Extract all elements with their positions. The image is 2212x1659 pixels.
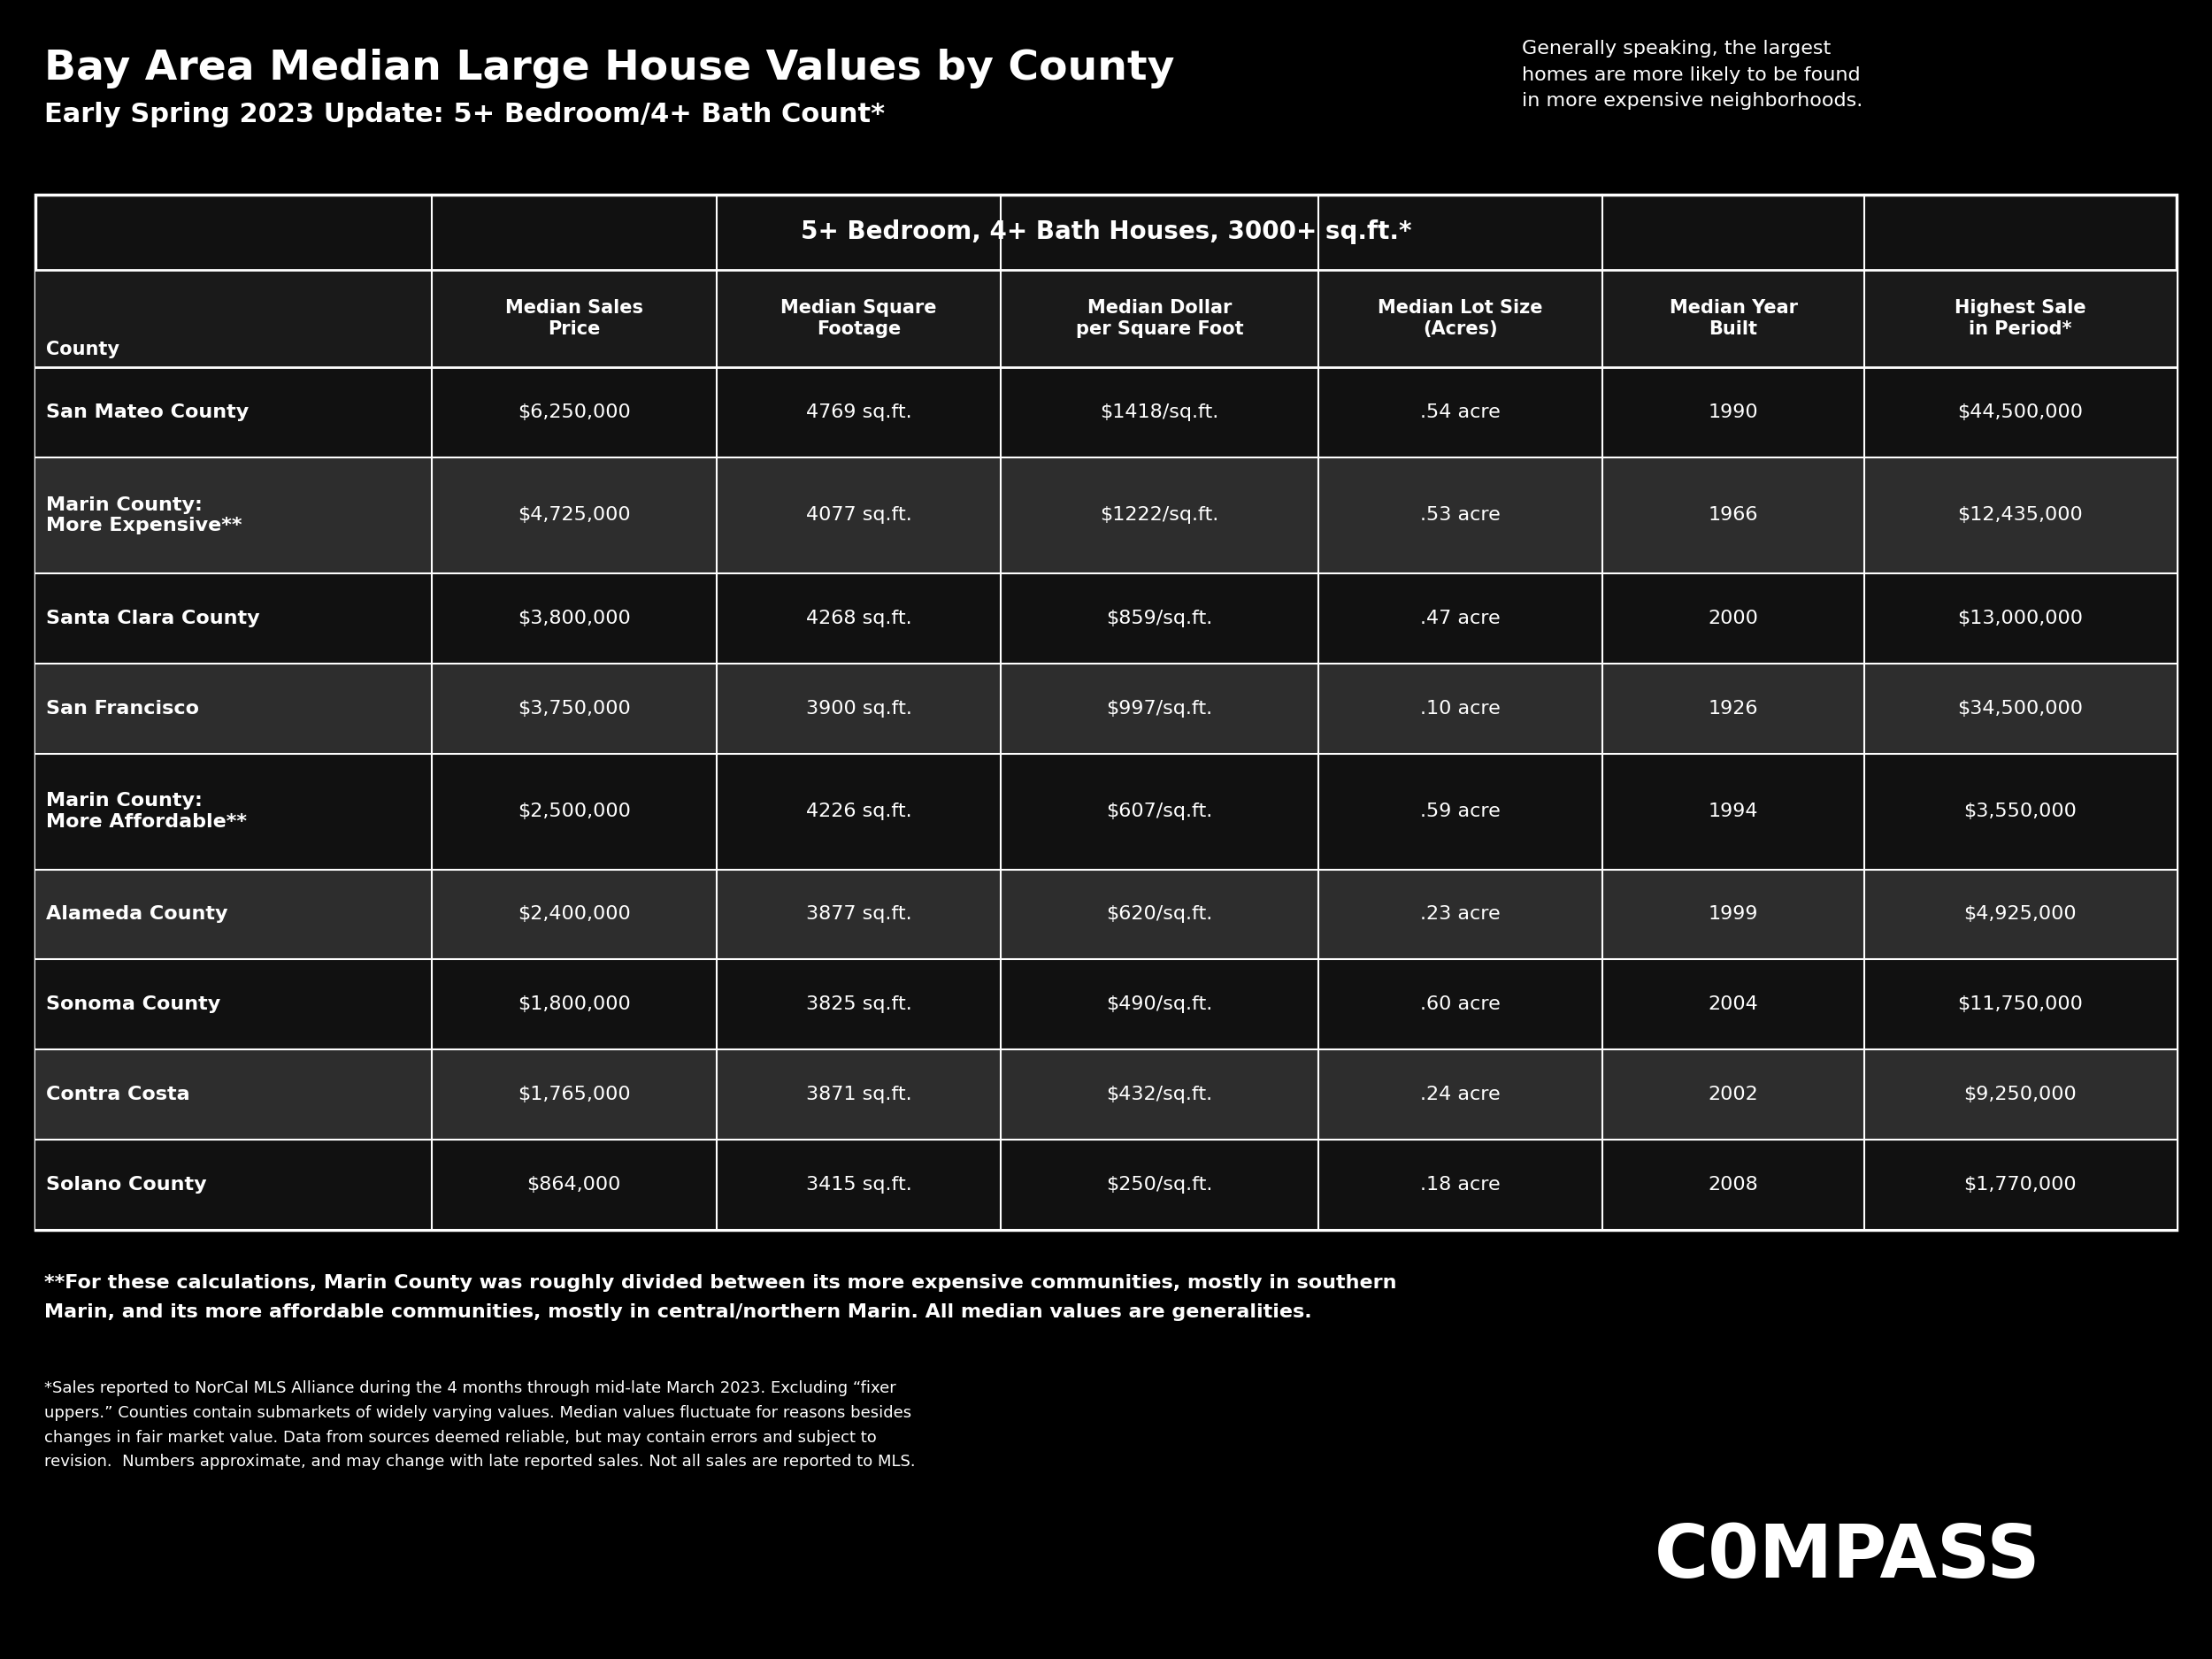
Bar xyxy=(35,194,2177,1229)
Text: $1418/sq.ft.: $1418/sq.ft. xyxy=(1099,403,1219,421)
Text: $864,000: $864,000 xyxy=(526,1176,622,1194)
Text: $3,750,000: $3,750,000 xyxy=(518,700,630,717)
Text: C0MPASS: C0MPASS xyxy=(1655,1521,2042,1593)
Text: 1926: 1926 xyxy=(1708,700,1759,717)
Text: $1,770,000: $1,770,000 xyxy=(1964,1176,2077,1194)
Bar xyxy=(35,753,2177,869)
Bar xyxy=(35,1140,2177,1229)
Bar xyxy=(35,664,2177,753)
Text: 2004: 2004 xyxy=(1708,995,1759,1014)
Text: San Mateo County: San Mateo County xyxy=(46,403,248,421)
Text: $44,500,000: $44,500,000 xyxy=(1958,403,2084,421)
Text: Santa Clara County: Santa Clara County xyxy=(46,609,259,627)
Text: $432/sq.ft.: $432/sq.ft. xyxy=(1106,1087,1212,1103)
Text: 4077 sq.ft.: 4077 sq.ft. xyxy=(805,506,911,524)
Text: Early Spring 2023 Update: 5+ Bedroom/4+ Bath Count*: Early Spring 2023 Update: 5+ Bedroom/4+ … xyxy=(44,101,885,128)
Text: $1,765,000: $1,765,000 xyxy=(518,1087,630,1103)
Text: Alameda County: Alameda County xyxy=(46,906,228,924)
Text: .53 acre: .53 acre xyxy=(1420,506,1500,524)
Text: 3871 sq.ft.: 3871 sq.ft. xyxy=(805,1087,911,1103)
Text: .23 acre: .23 acre xyxy=(1420,906,1500,924)
Text: San Francisco: San Francisco xyxy=(46,700,199,717)
Text: .47 acre: .47 acre xyxy=(1420,609,1500,627)
Text: 3877 sq.ft.: 3877 sq.ft. xyxy=(805,906,911,924)
Text: $1,800,000: $1,800,000 xyxy=(518,995,630,1014)
Text: 4226 sq.ft.: 4226 sq.ft. xyxy=(805,803,911,820)
Bar xyxy=(35,574,2177,664)
Text: $12,435,000: $12,435,000 xyxy=(1958,506,2084,524)
Text: 3415 sq.ft.: 3415 sq.ft. xyxy=(805,1176,911,1194)
Text: $4,925,000: $4,925,000 xyxy=(1964,906,2077,924)
Text: Median Dollar
per Square Foot: Median Dollar per Square Foot xyxy=(1075,299,1243,338)
Text: 5+ Bedroom, 4+ Bath Houses, 3000+ sq.ft.*: 5+ Bedroom, 4+ Bath Houses, 3000+ sq.ft.… xyxy=(801,221,1411,244)
Bar xyxy=(35,270,2177,367)
Text: 1994: 1994 xyxy=(1708,803,1759,820)
Bar xyxy=(35,1050,2177,1140)
Text: $9,250,000: $9,250,000 xyxy=(1964,1087,2077,1103)
Text: Bay Area Median Large House Values by County: Bay Area Median Large House Values by Co… xyxy=(44,48,1175,88)
Text: .24 acre: .24 acre xyxy=(1420,1087,1500,1103)
Text: .18 acre: .18 acre xyxy=(1420,1176,1500,1194)
Text: $6,250,000: $6,250,000 xyxy=(518,403,630,421)
Text: Sonoma County: Sonoma County xyxy=(46,995,221,1014)
Text: .54 acre: .54 acre xyxy=(1420,403,1500,421)
Text: 1966: 1966 xyxy=(1708,506,1759,524)
Text: $11,750,000: $11,750,000 xyxy=(1958,995,2084,1014)
Text: $859/sq.ft.: $859/sq.ft. xyxy=(1106,609,1212,627)
Text: 2000: 2000 xyxy=(1708,609,1759,627)
Text: $2,400,000: $2,400,000 xyxy=(518,906,630,924)
Text: County: County xyxy=(46,340,119,358)
Text: $4,725,000: $4,725,000 xyxy=(518,506,630,524)
Text: $13,000,000: $13,000,000 xyxy=(1958,609,2084,627)
Text: 2008: 2008 xyxy=(1708,1176,1759,1194)
Bar xyxy=(35,458,2177,574)
Text: 4268 sq.ft.: 4268 sq.ft. xyxy=(805,609,911,627)
Text: Median Square
Footage: Median Square Footage xyxy=(781,299,936,338)
Text: Generally speaking, the largest
homes are more likely to be found
in more expens: Generally speaking, the largest homes ar… xyxy=(1522,40,1863,109)
Text: Contra Costa: Contra Costa xyxy=(46,1087,190,1103)
Text: Marin County:
More Expensive**: Marin County: More Expensive** xyxy=(46,496,241,534)
Text: 1990: 1990 xyxy=(1708,403,1759,421)
Text: 3900 sq.ft.: 3900 sq.ft. xyxy=(805,700,911,717)
Text: Median Sales
Price: Median Sales Price xyxy=(504,299,644,338)
Text: $3,800,000: $3,800,000 xyxy=(518,609,630,627)
Bar xyxy=(35,869,2177,959)
Text: Solano County: Solano County xyxy=(46,1176,206,1194)
Text: .60 acre: .60 acre xyxy=(1420,995,1500,1014)
Text: $620/sq.ft.: $620/sq.ft. xyxy=(1106,906,1212,924)
Bar xyxy=(35,959,2177,1050)
Text: Median Lot Size
(Acres): Median Lot Size (Acres) xyxy=(1378,299,1544,338)
Text: $997/sq.ft.: $997/sq.ft. xyxy=(1106,700,1212,717)
Text: $490/sq.ft.: $490/sq.ft. xyxy=(1106,995,1212,1014)
Text: .59 acre: .59 acre xyxy=(1420,803,1500,820)
Text: Marin County:
More Affordable**: Marin County: More Affordable** xyxy=(46,793,248,831)
Text: 4769 sq.ft.: 4769 sq.ft. xyxy=(805,403,911,421)
Text: .10 acre: .10 acre xyxy=(1420,700,1500,717)
Text: Median Year
Built: Median Year Built xyxy=(1670,299,1798,338)
Text: $607/sq.ft.: $607/sq.ft. xyxy=(1106,803,1212,820)
Bar xyxy=(35,367,2177,458)
Text: 1999: 1999 xyxy=(1708,906,1759,924)
Text: $3,550,000: $3,550,000 xyxy=(1964,803,2077,820)
Text: **For these calculations, Marin County was roughly divided between its more expe: **For these calculations, Marin County w… xyxy=(44,1274,1396,1321)
Text: $34,500,000: $34,500,000 xyxy=(1958,700,2084,717)
Text: Highest Sale
in Period*: Highest Sale in Period* xyxy=(1955,299,2086,338)
Text: $1222/sq.ft.: $1222/sq.ft. xyxy=(1099,506,1219,524)
Text: 3825 sq.ft.: 3825 sq.ft. xyxy=(805,995,911,1014)
Text: *Sales reported to NorCal MLS Alliance during the 4 months through mid-late Marc: *Sales reported to NorCal MLS Alliance d… xyxy=(44,1380,916,1470)
Text: $2,500,000: $2,500,000 xyxy=(518,803,630,820)
Text: 2002: 2002 xyxy=(1708,1087,1759,1103)
Text: $250/sq.ft.: $250/sq.ft. xyxy=(1106,1176,1212,1194)
